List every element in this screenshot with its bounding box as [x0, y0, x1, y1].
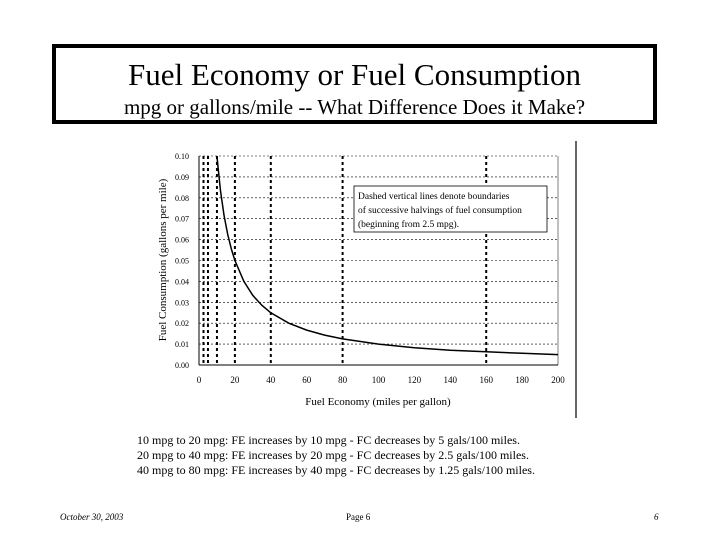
annotation: Dashed vertical lines denote boundaries …: [353, 185, 548, 233]
y-tick-label-7: 0.07: [175, 215, 189, 224]
note-line-3: 40 mpg to 80 mpg: FE increases by 40 mpg…: [137, 463, 535, 477]
slide-subtitle: mpg or gallons/mile -- What Difference D…: [123, 95, 586, 119]
note-line-1: 10 mpg to 20 mpg: FE increases by 10 mpg…: [137, 433, 520, 447]
x-axis-label: Fuel Economy (miles per gallon): [305, 396, 451, 408]
x-tick-label-0: 0: [197, 375, 202, 385]
note-line-2: 20 mpg to 40 mpg: FE increases by 20 mpg…: [137, 448, 529, 462]
annotation-box: [353, 185, 548, 233]
x-tick-label-9: 180: [515, 375, 529, 385]
footer-page: Page 6: [346, 512, 371, 522]
axes: [198, 141, 577, 418]
dashed-vertical-lines: [202, 156, 488, 365]
series-line-0: [216, 155, 559, 356]
x-tick-label-7: 140: [444, 375, 458, 385]
footer-date: October 30, 2003: [60, 512, 124, 522]
x-tick-label-6: 120: [408, 375, 422, 385]
x-tick-labels: 0 20 40 60 80 100 120 140 160 180 200: [197, 375, 566, 385]
x-tick-label-1: 20: [230, 375, 240, 385]
y-tick-label-0: 0.00: [175, 361, 189, 370]
x-tick-label-4: 80: [338, 375, 348, 385]
x-tick-label-8: 160: [479, 375, 493, 385]
y-tick-label-6: 0.06: [175, 236, 189, 245]
x-tick-label-10: 200: [551, 375, 565, 385]
x-tick-label-3: 60: [302, 375, 312, 385]
y-tick-label-4: 0.04: [175, 277, 189, 286]
x-tick-label-5: 100: [372, 375, 386, 385]
y-tick-label-2: 0.02: [175, 319, 189, 328]
series-lines: [216, 155, 559, 356]
footer-slide-number: 6: [654, 512, 659, 522]
x-tick-label-2: 40: [266, 375, 276, 385]
y-tick-label-3: 0.03: [175, 298, 189, 307]
y-tick-label-9: 0.09: [175, 173, 189, 182]
annotation-line-1: Dashed vertical lines denote boundaries: [358, 192, 510, 202]
y-tick-labels: 0.00 0.01 0.02 0.03 0.04 0.05 0.06 0.07 0.08 0.09…: [175, 152, 189, 370]
y-tick-label-8: 0.08: [175, 194, 189, 203]
y-tick-label-10: 0.10: [175, 152, 189, 161]
title-box: Fuel Economy or Fuel Consumption mpg or …: [52, 44, 657, 124]
slide-title: Fuel Economy or Fuel Consumption: [128, 57, 581, 92]
grid-lines: [199, 155, 558, 345]
y-axis-label: Fuel Consumption (gallons per mile): [157, 178, 169, 341]
notes: 10 mpg to 20 mpg: FE increases by 10 mpg…: [137, 433, 697, 478]
annotation-line-3: (beginning from 2.5 mpg).: [358, 219, 459, 230]
y-tick-label-5: 0.05: [175, 257, 189, 266]
y-tick-label-1: 0.01: [175, 340, 189, 349]
annotation-line-2: of successive halvings of fuel consumpti…: [358, 205, 522, 216]
